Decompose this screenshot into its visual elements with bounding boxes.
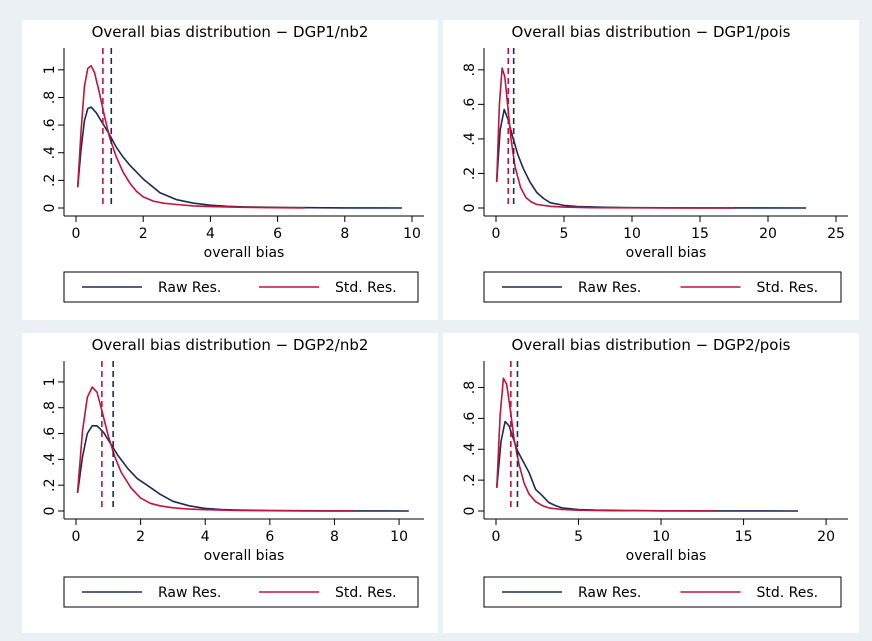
- y-tick-label: .8: [42, 401, 58, 414]
- legend-label: Raw Res.: [578, 585, 641, 601]
- y-tick-label: .2: [462, 473, 478, 486]
- y-tick-label: 0: [462, 507, 478, 516]
- legend-label: Std. Res.: [335, 585, 397, 601]
- chart-title: Overall bias distribution − DGP1/nb2: [92, 23, 369, 41]
- x-tick-label: 20: [817, 529, 835, 545]
- y-tick-label: .4: [42, 453, 58, 466]
- y-tick-label: .2: [462, 167, 478, 180]
- y-tick-label: .4: [462, 132, 478, 145]
- x-tick-label: 8: [330, 529, 339, 545]
- chart-panel-1: Overall bias distribution − DGP1/nb2 0 .2.…: [22, 20, 438, 320]
- chart-title: Overall bias distribution − DGP1/pois: [512, 23, 791, 41]
- legend-label: Raw Res.: [578, 280, 641, 296]
- y-tick-label: .4: [462, 442, 478, 455]
- x-tick-label: 0: [492, 529, 501, 545]
- legend-label: Std. Res.: [757, 280, 819, 296]
- x-tick-label: 2: [139, 226, 148, 242]
- y-tick-label: .8: [462, 63, 478, 76]
- x-tick-label: 0: [72, 529, 81, 545]
- x-tick-label: 5: [574, 529, 583, 545]
- x-tick-label: 4: [201, 529, 210, 545]
- x-tick-label: 5: [560, 226, 569, 242]
- y-tick-label: .2: [42, 174, 58, 187]
- legend-label: Raw Res.: [158, 280, 221, 296]
- legend: Raw Res. Std. Res.: [64, 577, 418, 607]
- x-tick-label: 25: [827, 226, 845, 242]
- x-axis-title: overall bias: [204, 245, 285, 261]
- x-tick-label: 10: [403, 226, 421, 242]
- chart-panel-2: Overall bias distribution − DGP1/pois 0 .2…: [443, 20, 859, 320]
- x-tick-label: 8: [340, 226, 349, 242]
- y-tick-label: .2: [42, 479, 58, 492]
- x-tick-label: 15: [735, 529, 753, 545]
- x-tick-label: 2: [136, 529, 145, 545]
- legend-label: Std. Res.: [335, 280, 397, 296]
- x-tick-label: 10: [390, 529, 408, 545]
- x-tick-label: 15: [691, 226, 709, 242]
- y-tick-label: .8: [462, 381, 478, 394]
- y-tick-label: 1: [42, 65, 58, 74]
- x-tick-label: 0: [492, 226, 501, 242]
- x-axis-title: overall bias: [626, 245, 707, 261]
- x-axis-title: overall bias: [204, 548, 285, 564]
- y-tick-label: 1: [42, 377, 58, 386]
- legend-label: Std. Res.: [757, 585, 819, 601]
- chart-title: Overall bias distribution − DGP2/pois: [512, 336, 791, 354]
- y-tick-label: 0: [42, 204, 58, 213]
- x-tick-label: 4: [206, 226, 215, 242]
- x-tick-label: 20: [759, 226, 777, 242]
- legend: Raw Res. Std. Res.: [484, 272, 841, 302]
- chart-panel-3: Overall bias distribution − DGP2/nb2 0 .2.…: [22, 333, 438, 633]
- x-tick-label: 0: [72, 226, 81, 242]
- chart-panel-4: Overall bias distribution − DGP2/pois 0 .2…: [443, 333, 859, 633]
- chart-title: Overall bias distribution − DGP2/nb2: [92, 336, 369, 354]
- y-tick-label: .4: [42, 146, 58, 159]
- x-tick-label: 10: [623, 226, 641, 242]
- y-tick-label: .6: [462, 98, 478, 111]
- y-tick-label: .6: [42, 427, 58, 440]
- y-tick-label: 0: [462, 204, 478, 213]
- x-tick-label: 10: [652, 529, 670, 545]
- legend: Raw Res. Std. Res.: [484, 577, 841, 607]
- legend: Raw Res. Std. Res.: [64, 272, 418, 302]
- x-axis-title: overall bias: [626, 548, 707, 564]
- y-tick-label: .8: [42, 91, 58, 104]
- x-tick-label: 6: [265, 529, 274, 545]
- x-tick-label: 6: [273, 226, 282, 242]
- legend-label: Raw Res.: [158, 585, 221, 601]
- y-tick-label: .6: [462, 412, 478, 425]
- y-tick-label: 0: [42, 507, 58, 516]
- y-tick-label: .6: [42, 118, 58, 131]
